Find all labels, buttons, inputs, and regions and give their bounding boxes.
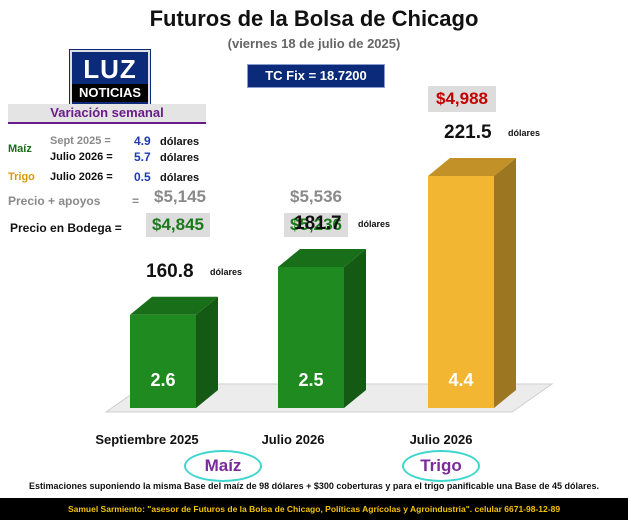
bar-top-2 — [278, 248, 366, 267]
bar-side-1 — [196, 296, 218, 408]
logo-text-bottom: NOTICIAS — [72, 84, 148, 102]
bar-top-3 — [428, 158, 516, 176]
luz-noticias-logo: LUZ NOTICIAS — [70, 50, 150, 106]
bar-side-2 — [344, 248, 366, 408]
x-tick-label-1: Septiembre 2025 — [95, 432, 199, 447]
bar-side-3 — [494, 158, 516, 408]
variation-value-3: 0.5 — [134, 170, 151, 184]
credit-banner: Samuel Sarmiento: "asesor de Futuros de … — [0, 498, 628, 520]
x-tick-label-2: Julio 2026 — [261, 432, 325, 447]
trigo-label: Trigo — [8, 171, 35, 183]
price-with-support-value-2: $5,536 — [290, 187, 342, 206]
bar-3: 4.4 — [428, 158, 516, 408]
variation-value-2: 5.7 — [134, 150, 151, 164]
bar-value-label-2: 181.7 — [294, 212, 342, 234]
price-with-support-value-1: $5,145 — [154, 187, 206, 206]
variation-period-1: Sept 2025 = — [50, 135, 111, 147]
bar-value-unit-3: dólares — [508, 128, 541, 138]
bar-value-label-1: 160.8 — [146, 260, 194, 282]
warehouse-price-value-2: $5,236 — [284, 213, 348, 237]
warehouse-price-label: Precio en Bodega = — [10, 221, 122, 235]
logo-text-top: LUZ — [83, 54, 137, 84]
bar-value-unit-1: dólares — [210, 266, 243, 277]
bar-inner-label-3: 4.4 — [448, 370, 473, 390]
bar-front-3 — [428, 176, 494, 408]
warehouse-price-value-1: $4,845 — [146, 213, 210, 237]
bar-1: 2.6 — [130, 296, 218, 408]
price-with-support-equals: = — [132, 194, 140, 208]
weekly-variation-header: Variación semanal — [8, 104, 206, 124]
bar-front-2 — [278, 266, 344, 408]
bar-inner-label-2: 2.5 — [298, 370, 323, 390]
price-with-support-label: Precio + apoyos — [8, 194, 101, 208]
exchange-rate-badge: TC Fix = 18.7200 — [247, 64, 385, 88]
group-label-maiz: Maíz — [184, 450, 262, 482]
trigo-price-value: $4,988 — [428, 86, 496, 112]
bar-inner-label-1: 2.6 — [150, 370, 175, 390]
variation-unit-3: dólares — [160, 172, 200, 184]
variation-unit-2: dólares — [160, 152, 200, 164]
variation-period-3: Julio 2026 = — [50, 171, 113, 183]
variation-period-2: Julio 2026 = — [50, 151, 113, 163]
chart-subtitle: (viernes 18 de julio de 2025) — [227, 36, 401, 51]
bar-2: 2.5 — [278, 248, 366, 408]
x-tick-label-3: Julio 2026 — [409, 432, 473, 447]
footnote: Estimaciones suponiendo la misma Base de… — [29, 481, 599, 491]
group-label-trigo: Trigo — [402, 450, 480, 482]
bar-value-label-3: 221.5 — [444, 122, 492, 143]
maiz-label: Maíz — [8, 143, 32, 155]
chart-title: Futuros de la Bolsa de Chicago — [149, 6, 479, 31]
bar-value-unit-2: dólares — [358, 218, 391, 229]
variation-unit-1: dólares — [160, 136, 200, 148]
bar-front-1 — [130, 314, 196, 408]
bar-top-1 — [130, 296, 218, 315]
variation-value-1: 4.9 — [134, 134, 151, 148]
